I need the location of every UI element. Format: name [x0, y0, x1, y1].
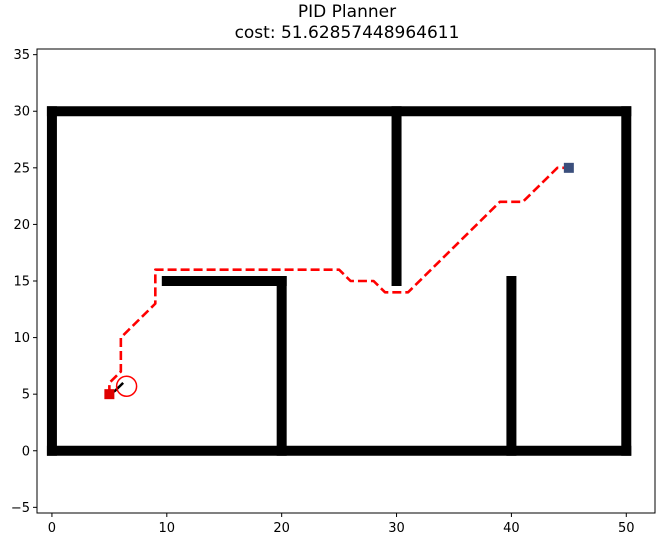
- x-tick-label: 40: [503, 521, 520, 536]
- chart-subtitle: cost: 51.62857448964611: [234, 23, 460, 43]
- chart-title: PID Planner: [297, 2, 397, 22]
- planned-path-layer: [108, 166, 569, 395]
- y-tick-label: −5: [11, 501, 30, 516]
- x-tick-label: 0: [48, 521, 56, 536]
- planned-path: [108, 166, 569, 395]
- x-tick-label: 10: [159, 521, 176, 536]
- y-tick-label: 5: [22, 388, 30, 403]
- x-tick-label: 20: [273, 521, 290, 536]
- y-tick-label: 15: [13, 275, 30, 290]
- y-tick-label: 30: [13, 105, 30, 120]
- x-tick-label: 30: [388, 521, 405, 536]
- y-tick-label: 35: [13, 48, 30, 63]
- chart-title-block: PID Planner cost: 51.62857448964611: [0, 2, 662, 44]
- goal-marker: [563, 162, 574, 173]
- start-marker: [104, 389, 115, 400]
- x-tick-label: 50: [618, 521, 635, 536]
- obstacles: [46, 106, 632, 456]
- y-tick-label: 10: [13, 331, 30, 346]
- markers-layer: [104, 162, 574, 400]
- axes-frame: [36, 48, 656, 514]
- robot-circle: [115, 375, 138, 397]
- y-tick-label: 25: [13, 161, 30, 176]
- y-tick-label: 20: [13, 218, 30, 233]
- axis-ticks: 0 10 20 30 40 50 −5 0 5 10 15 20 25 30 35: [11, 48, 635, 536]
- y-tick-label: 0: [22, 444, 30, 459]
